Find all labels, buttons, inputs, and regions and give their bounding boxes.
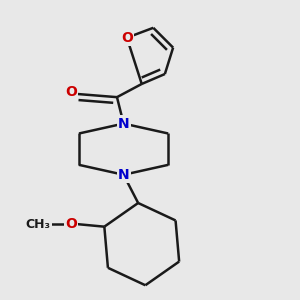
Text: O: O	[121, 31, 133, 45]
Text: N: N	[118, 117, 129, 130]
Text: CH₃: CH₃	[26, 218, 51, 230]
Text: N: N	[118, 168, 129, 182]
Text: O: O	[65, 85, 77, 99]
Text: O: O	[65, 217, 77, 231]
